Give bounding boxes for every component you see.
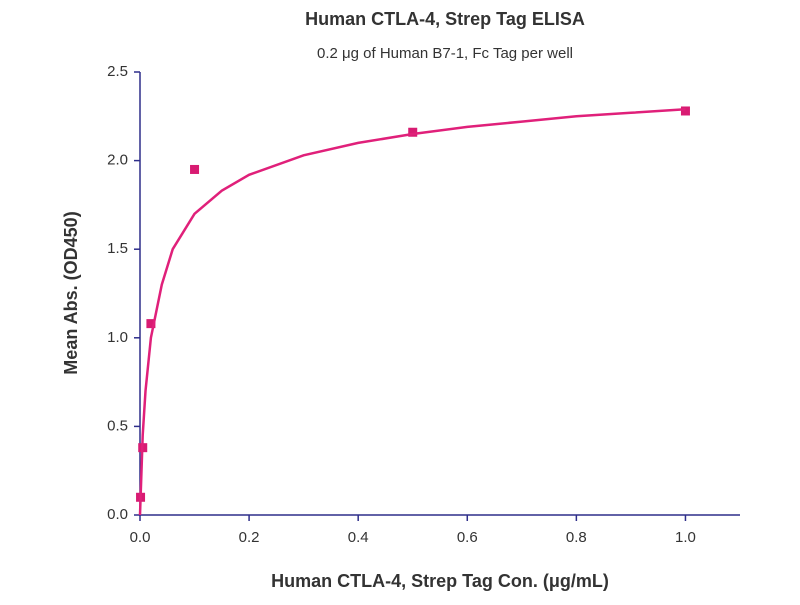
chart-title: Human CTLA-4, Strep Tag ELISA: [305, 9, 585, 29]
y-tick-label: 0.5: [107, 417, 128, 434]
data-point: [680, 106, 690, 116]
data-point: [146, 319, 156, 329]
y-tick-label: 2.0: [107, 152, 128, 169]
x-tick-label: 1.0: [675, 529, 696, 546]
x-tick-label: 0.4: [348, 529, 369, 546]
fit-curve: [138, 107, 686, 516]
x-tick-label: 0.2: [239, 529, 260, 546]
x-tick-label: 0.0: [130, 529, 151, 546]
y-tick-label: 0.0: [107, 506, 128, 523]
chart-subtitle: 0.2 μg of Human B7-1, Fc Tag per well: [317, 45, 573, 62]
y-tick-label: 1.0: [107, 329, 128, 346]
x-tick-label: 0.8: [566, 529, 587, 546]
data-point: [408, 127, 418, 137]
y-tick-label: 1.5: [107, 240, 128, 257]
y-axis-label: Mean Abs. (OD450): [61, 211, 81, 374]
y-tick-label: 2.5: [107, 63, 128, 80]
data-point: [190, 164, 200, 174]
x-tick-label: 0.6: [457, 529, 478, 546]
x-axis-label: Human CTLA-4, Strep Tag Con. (μg/mL): [271, 571, 609, 591]
